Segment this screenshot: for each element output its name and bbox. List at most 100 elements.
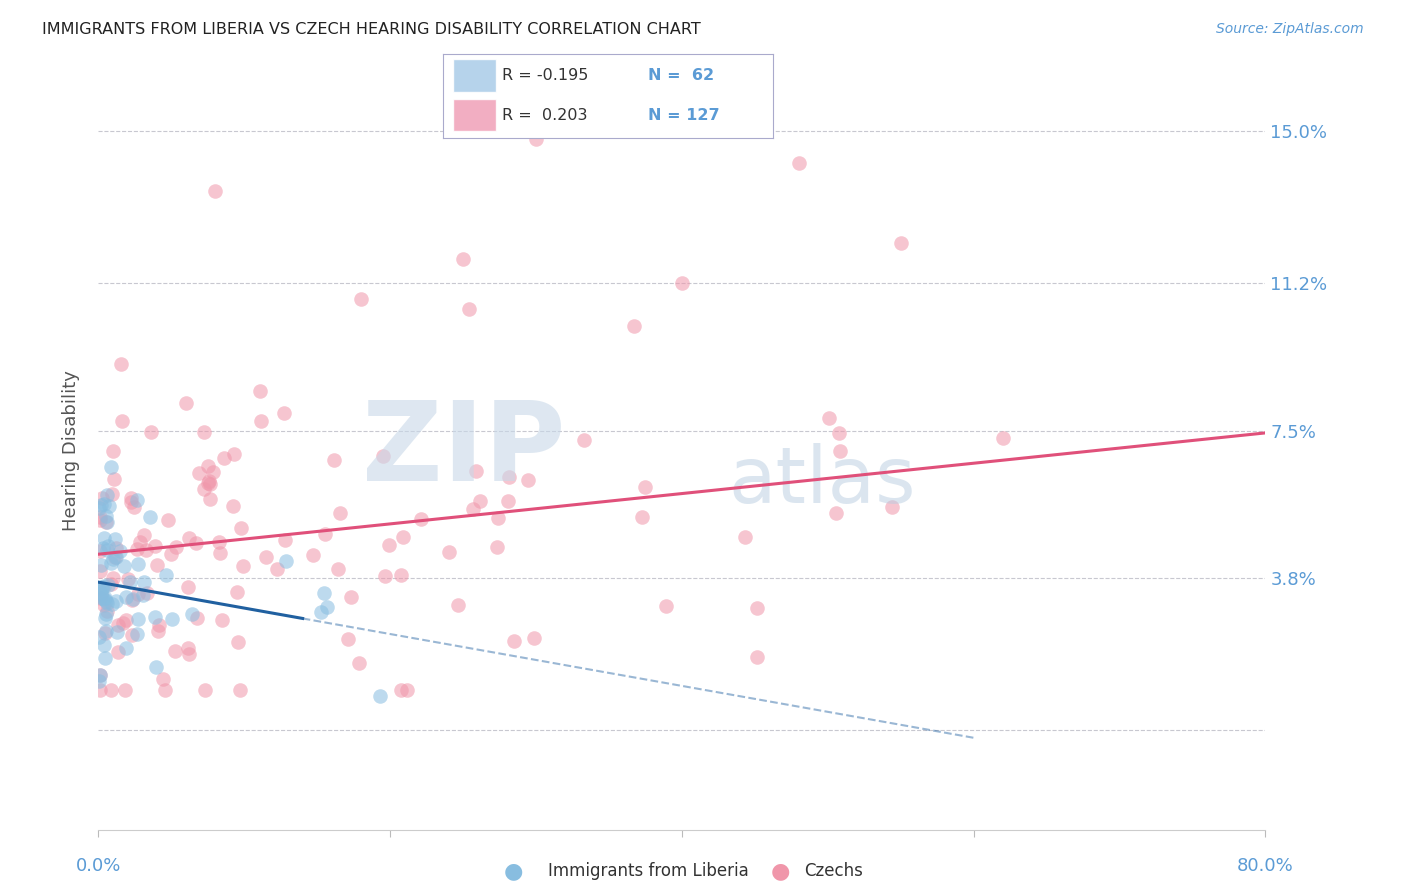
Point: [90, 586, 112, 600]
Point: [229, 682, 252, 697]
Point: [127, 612, 149, 626]
Point: [90, 558, 112, 573]
Point: [817, 410, 839, 425]
Point: [214, 450, 236, 465]
Point: [89, 667, 111, 681]
Point: [96, 515, 118, 529]
Point: [631, 509, 654, 524]
Text: ●: ●: [770, 862, 790, 881]
Point: [107, 618, 129, 632]
Point: [787, 156, 810, 170]
Point: [127, 492, 149, 507]
Point: [176, 396, 198, 410]
Point: [825, 506, 848, 520]
Point: [90, 491, 112, 505]
Point: [121, 628, 143, 642]
Point: [132, 574, 155, 589]
Point: [148, 618, 170, 632]
Point: [111, 414, 134, 428]
Point: [94, 650, 117, 665]
Point: [120, 491, 142, 506]
Point: [97, 539, 120, 553]
Point: [437, 544, 460, 558]
Point: [145, 660, 167, 674]
Bar: [453, 99, 496, 131]
Point: [89, 510, 111, 524]
Point: [160, 612, 183, 626]
Point: [193, 425, 215, 439]
Point: [94, 516, 117, 530]
Point: [105, 594, 128, 608]
Point: [120, 495, 142, 509]
Text: ZIP: ZIP: [361, 397, 565, 504]
Point: [117, 572, 139, 586]
Point: [524, 132, 547, 146]
Point: [229, 521, 252, 535]
Point: [371, 450, 394, 464]
Point: [127, 627, 149, 641]
Point: [103, 472, 125, 486]
Text: R =  0.203: R = 0.203: [502, 108, 588, 123]
Point: [127, 587, 149, 601]
Point: [198, 474, 221, 488]
Point: [89, 667, 111, 681]
Point: [89, 582, 111, 597]
Point: [121, 593, 143, 607]
Point: [115, 641, 138, 656]
Point: [110, 357, 132, 371]
Text: Czechs: Czechs: [804, 863, 863, 880]
Point: [89, 564, 111, 578]
Point: [101, 444, 124, 458]
Point: [111, 616, 134, 631]
Point: [114, 682, 136, 697]
Point: [139, 425, 162, 439]
Point: [734, 530, 756, 544]
Text: atlas: atlas: [728, 442, 915, 519]
Point: [485, 540, 508, 554]
Text: N = 127: N = 127: [648, 108, 720, 123]
Point: [374, 568, 396, 582]
Point: [458, 302, 481, 317]
Point: [671, 276, 693, 290]
Text: IMMIGRANTS FROM LIBERIA VS CZECH HEARING DISABILITY CORRELATION CHART: IMMIGRANTS FROM LIBERIA VS CZECH HEARING…: [42, 22, 702, 37]
Point: [465, 464, 488, 478]
Point: [498, 469, 520, 483]
Point: [273, 406, 295, 420]
Text: ●: ●: [503, 862, 523, 881]
Point: [107, 624, 129, 639]
Point: [153, 682, 176, 697]
Point: [302, 548, 325, 562]
Point: [89, 500, 111, 515]
Point: [100, 598, 122, 612]
Point: [315, 600, 337, 615]
Point: [93, 497, 115, 511]
Text: 80.0%: 80.0%: [1237, 857, 1294, 875]
Point: [198, 476, 221, 491]
Point: [89, 630, 111, 644]
Point: [274, 554, 297, 568]
Point: [502, 634, 524, 648]
Point: [222, 447, 245, 461]
Point: [94, 509, 117, 524]
Point: [132, 588, 155, 602]
Point: [90, 588, 112, 602]
Point: [496, 494, 519, 508]
Bar: [453, 60, 496, 92]
Point: [136, 586, 159, 600]
Point: [180, 607, 202, 621]
Text: Source: ZipAtlas.com: Source: ZipAtlas.com: [1216, 22, 1364, 37]
Point: [634, 480, 657, 494]
Point: [273, 533, 295, 547]
Point: [132, 528, 155, 542]
Point: [211, 613, 233, 627]
Point: [447, 599, 470, 613]
Point: [115, 590, 138, 604]
Text: Immigrants from Liberia: Immigrants from Liberia: [548, 863, 749, 880]
Point: [94, 594, 117, 608]
Point: [392, 530, 415, 544]
Point: [91, 580, 114, 594]
Point: [184, 536, 207, 550]
Point: [89, 513, 111, 527]
Point: [574, 434, 596, 448]
Point: [96, 488, 118, 502]
